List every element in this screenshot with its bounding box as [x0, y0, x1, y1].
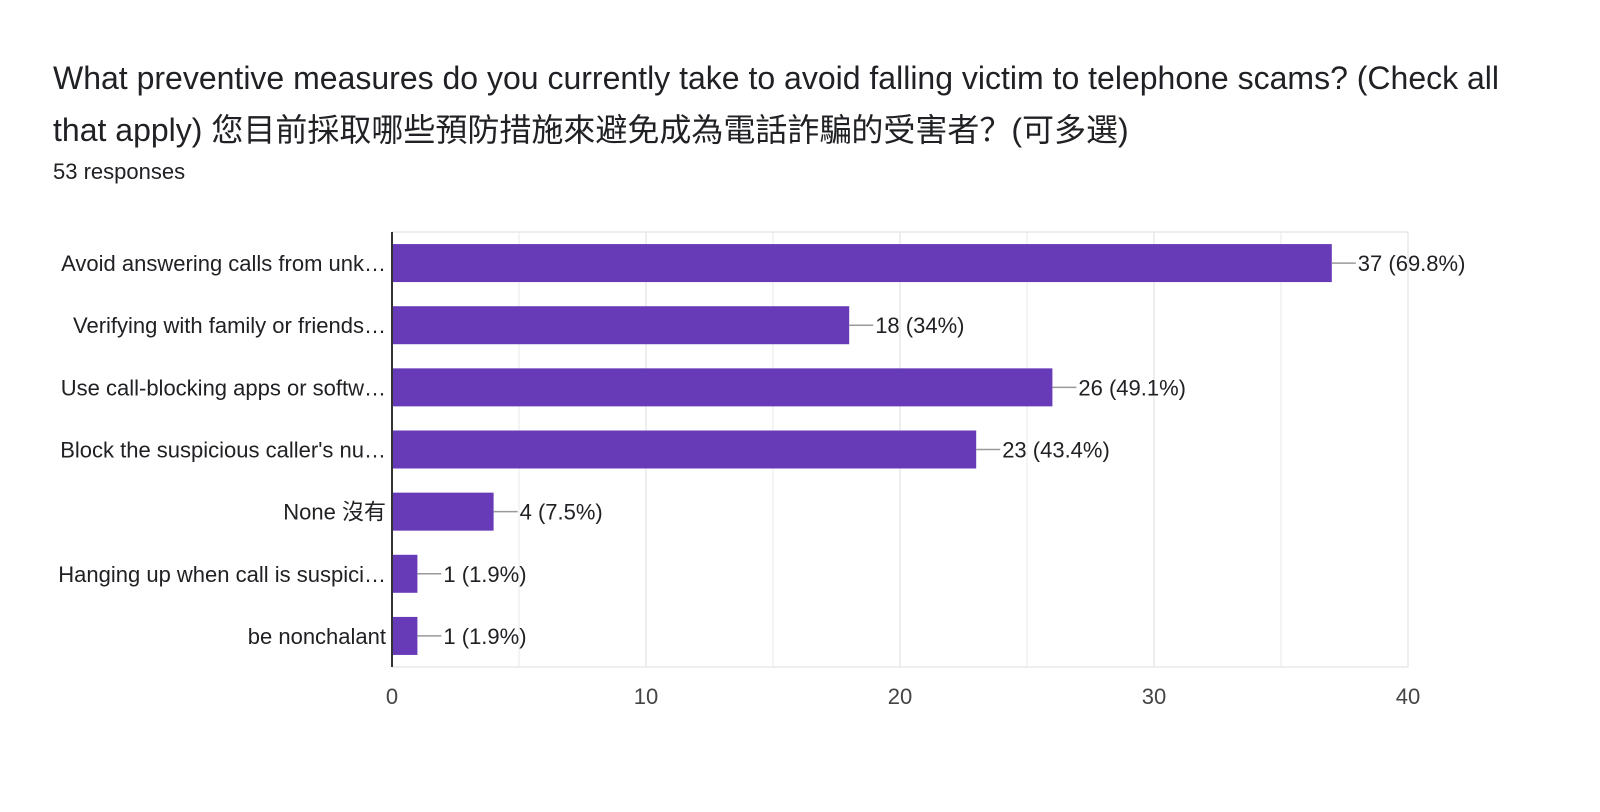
x-tick-label: 30 [1142, 684, 1166, 709]
bar[interactable] [392, 492, 494, 531]
category-label: None 沒有 [283, 500, 386, 525]
bar[interactable] [392, 554, 418, 593]
x-tick-label: 10 [634, 684, 658, 709]
category-label: Hanging up when call is suspici… [58, 562, 386, 587]
x-tick-label: 40 [1396, 684, 1420, 709]
category-label: Block the suspicious caller's nu… [60, 438, 386, 463]
bar[interactable] [392, 430, 977, 469]
labels: Avoid answering calls from unk… 37 (69.8%… [58, 232, 1465, 709]
bar[interactable] [392, 368, 1053, 407]
data-label: 37 (69.8%) [1358, 251, 1466, 276]
chart-title: What preventive measures do you currentl… [53, 60, 1500, 148]
data-label: 1 (1.9%) [443, 624, 526, 649]
x-tick-label: 20 [888, 684, 912, 709]
bar[interactable] [392, 616, 418, 655]
data-label: 18 (34%) [875, 313, 964, 338]
data-label: 26 (49.1%) [1078, 375, 1186, 400]
category-label: Verifying with family or friends… [73, 313, 386, 338]
response-count: 53 responses [53, 159, 186, 184]
category-label: Avoid answering calls from unk… [61, 251, 386, 276]
bars [392, 244, 1332, 655]
bar[interactable] [392, 244, 1332, 283]
data-label: 1 (1.9%) [443, 562, 526, 587]
data-label: 4 (7.5%) [520, 500, 603, 525]
bar[interactable] [392, 306, 850, 345]
category-label: be nonchalant [248, 624, 386, 649]
data-label: 23 (43.4%) [1002, 438, 1110, 463]
category-label: Use call-blocking apps or softw… [61, 375, 386, 400]
x-tick-label: 0 [386, 684, 398, 709]
